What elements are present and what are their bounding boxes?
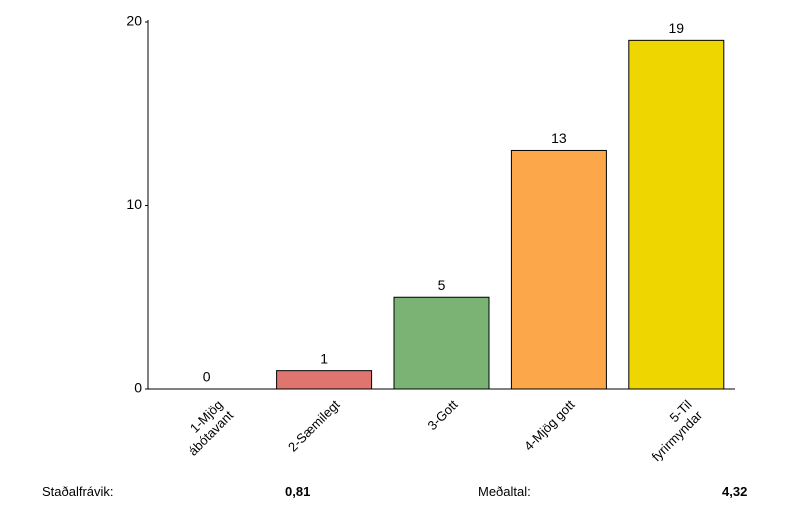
mean-value: 4,32 bbox=[722, 484, 748, 499]
data-label: 0 bbox=[203, 369, 211, 385]
data-label: 19 bbox=[669, 20, 685, 36]
bar bbox=[510, 149, 607, 390]
bar bbox=[276, 370, 373, 390]
bar bbox=[628, 39, 725, 390]
y-tick-label: 20 bbox=[126, 13, 142, 29]
bar bbox=[393, 296, 490, 390]
data-label: 5 bbox=[438, 277, 446, 293]
y-tick-label: 10 bbox=[126, 196, 142, 212]
std-value: 0,81 bbox=[285, 484, 311, 499]
std-label: Staðalfrávik: bbox=[42, 484, 114, 499]
data-label: 13 bbox=[551, 130, 567, 146]
y-tick-label: 0 bbox=[134, 380, 142, 396]
mean-label: Meðaltal: bbox=[478, 484, 531, 499]
data-label: 1 bbox=[320, 350, 328, 366]
